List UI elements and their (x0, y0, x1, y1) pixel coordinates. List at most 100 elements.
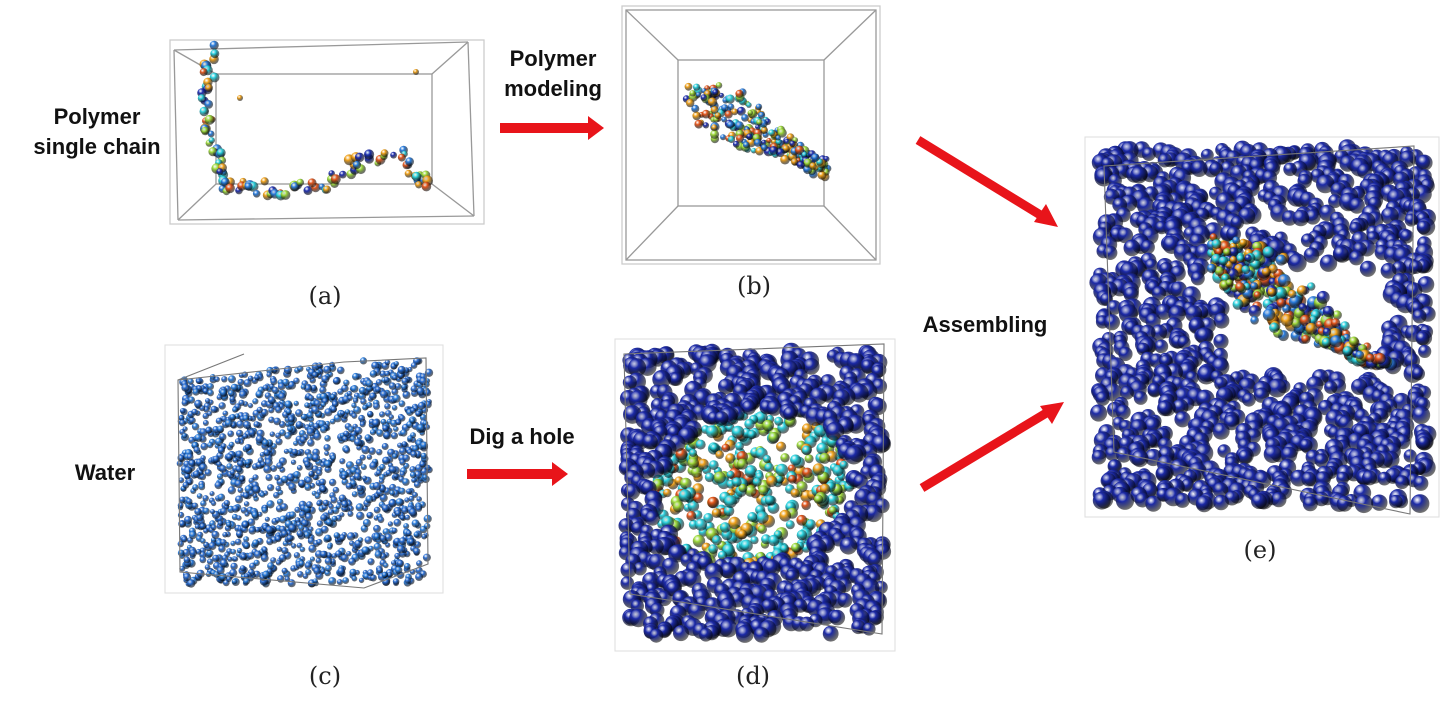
water-bead (239, 390, 248, 399)
water-bead (372, 419, 381, 428)
water-bead (199, 556, 207, 564)
water-bead (719, 619, 738, 638)
arrow-assembling-from-b-head (1034, 204, 1058, 227)
hole-surface-bead (687, 457, 699, 469)
polymer-bead (761, 144, 768, 152)
caption-c: (c) (308, 662, 342, 690)
water-bead (273, 417, 281, 426)
water-bead (1303, 247, 1320, 263)
water-bead (308, 544, 317, 553)
panel-e-water-beads (1089, 139, 1437, 514)
water-bead (406, 488, 412, 495)
polymer-bead (747, 110, 753, 116)
water-bead (276, 462, 284, 470)
hole-surface-bead (814, 425, 827, 438)
water-bead (822, 625, 839, 642)
chain-bead (330, 174, 341, 185)
water-bead (1238, 449, 1253, 464)
water-bead (351, 575, 358, 582)
water-bead (310, 384, 318, 391)
water-bead (239, 476, 245, 482)
polymer-bead (809, 162, 817, 170)
water-bead (217, 493, 226, 502)
chain-bead (237, 95, 243, 101)
polymer-bead (1223, 248, 1232, 257)
hole-surface-bead (756, 511, 769, 524)
water-bead (398, 487, 406, 495)
water-bead (383, 431, 392, 440)
water-bead (390, 432, 399, 440)
water-bead (704, 563, 724, 582)
water-bead (182, 426, 188, 432)
water-bead (865, 504, 883, 523)
panel-b-polymer-model (620, 4, 882, 266)
hole-surface-bead (738, 483, 748, 493)
water-bead (217, 520, 224, 527)
chain-bead (390, 151, 397, 159)
polymer-bead (780, 154, 790, 165)
panel-e-box (1103, 145, 1415, 515)
water-bead (396, 545, 406, 554)
water-bead (244, 511, 250, 517)
water-bead (293, 471, 301, 479)
water-bead (283, 365, 293, 375)
polymer-bead (1206, 263, 1217, 274)
water-bead (253, 559, 260, 567)
water-bead (1302, 496, 1318, 512)
water-bead (419, 461, 426, 468)
water-bead (1416, 154, 1433, 171)
water-bead (1133, 391, 1148, 405)
water-bead (281, 547, 289, 555)
polymer-bead (817, 170, 827, 180)
water-bead (408, 495, 415, 502)
water-bead (299, 436, 307, 444)
water-bead (348, 426, 355, 433)
polymer-bead (755, 103, 763, 111)
water-bead (403, 523, 410, 530)
arrow-assembling-from-b (915, 136, 1058, 227)
water-bead (1328, 194, 1342, 209)
water-bead (1213, 333, 1229, 350)
hole-surface-bead (813, 494, 824, 504)
water-bead (219, 559, 228, 568)
hole-surface-bead (725, 453, 736, 464)
water-bead (219, 573, 227, 582)
water-bead (1412, 406, 1431, 425)
water-bead (242, 433, 249, 440)
water-bead (1131, 450, 1149, 468)
water-bead (299, 511, 307, 519)
water-bead (267, 396, 276, 405)
water-bead (1116, 447, 1132, 463)
water-bead (395, 566, 403, 574)
water-bead (295, 409, 303, 418)
water-bead (217, 446, 225, 454)
polymer-bead (1275, 254, 1287, 266)
water-bead (299, 546, 306, 553)
water-bead (416, 560, 423, 567)
hole-surface-bead (719, 522, 731, 533)
water-bead (283, 448, 290, 455)
polymer-bead (1308, 315, 1318, 325)
water-bead (408, 508, 418, 517)
water-bead (323, 365, 332, 374)
water-bead (287, 426, 294, 432)
polymer-bead (1209, 233, 1218, 242)
water-bead (304, 461, 311, 468)
caption-e: (e) (1243, 536, 1277, 564)
water-bead (212, 455, 220, 463)
water-bead (410, 407, 416, 414)
water-bead (248, 526, 257, 535)
water-bead (328, 503, 334, 510)
water-bead (372, 482, 382, 491)
water-bead (260, 461, 266, 468)
water-bead (191, 502, 199, 510)
water-bead (1380, 262, 1397, 279)
water-bead (237, 460, 245, 468)
hole-surface-bead (672, 501, 685, 513)
water-bead (207, 558, 214, 565)
water-bead (350, 385, 359, 393)
polymer-bead (743, 141, 750, 149)
polymer-bead (1299, 314, 1312, 327)
water-bead (303, 531, 311, 539)
chain-bead (280, 190, 291, 200)
